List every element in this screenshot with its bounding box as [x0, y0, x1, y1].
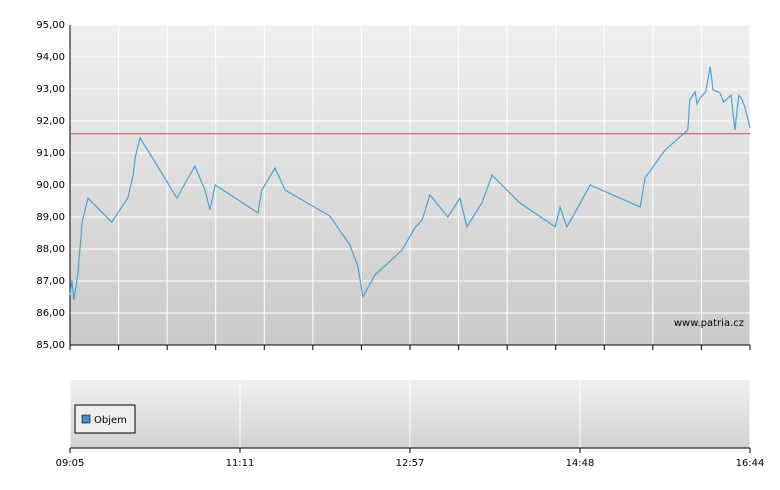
x-tick-label: 14:48 [566, 458, 595, 469]
y-tick-label: 89,00 [36, 212, 65, 223]
y-tick-label: 88,00 [36, 244, 65, 255]
y-tick-label: 86,00 [36, 308, 65, 319]
legend-label: Objem [94, 415, 127, 426]
x-tick-label: 11:11 [226, 458, 255, 469]
watermark: www.patria.cz [674, 318, 744, 329]
y-tick-label: 91,00 [36, 148, 65, 159]
legend-swatch [81, 414, 91, 424]
x-tick-label: 09:05 [56, 458, 85, 469]
y-tick-label: 94,00 [36, 52, 65, 63]
price-line [69, 66, 751, 300]
y-tick-label: 92,00 [36, 116, 65, 127]
y-tick-label: 95,00 [36, 20, 65, 31]
y-tick-label: 93,00 [36, 84, 65, 95]
y-tick-label: 90,00 [36, 180, 65, 191]
x-tick-label: 16:44 [736, 458, 765, 469]
x-tick-label: 12:57 [396, 458, 425, 469]
y-tick-label: 85,00 [36, 340, 65, 351]
y-tick-label: 87,00 [36, 276, 65, 287]
